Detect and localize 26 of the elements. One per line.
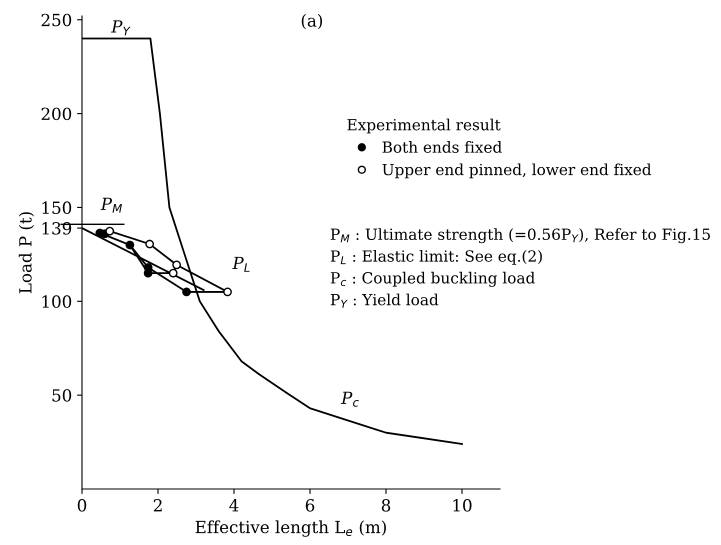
annotation: P$_{c}$ : Coupled buckling load bbox=[330, 272, 535, 287]
y-tick-label: 250 bbox=[42, 14, 72, 26]
annotation: P$_{L}$ : Elastic limit: See eq.(2) bbox=[330, 250, 542, 265]
x-tick-label: 8 bbox=[382, 499, 390, 512]
annotation: P$_{M}$ bbox=[100, 198, 122, 213]
annotation: P$_{Y}$ : Yield load bbox=[330, 294, 438, 308]
annotation: P$_{c}$ bbox=[340, 392, 359, 407]
y-tick-label: 139 bbox=[42, 222, 72, 235]
x-tick-label: 4 bbox=[229, 499, 238, 512]
y-tick-label: 200 bbox=[42, 108, 72, 120]
y-axis-title: Load P (t) bbox=[18, 212, 34, 294]
legend-label: Both ends fixed bbox=[382, 141, 502, 153]
annotation: P$_{L}$ bbox=[232, 256, 250, 272]
x-tick-label: 2 bbox=[154, 499, 162, 512]
annotation: P$_{Y}$ bbox=[111, 20, 131, 36]
x-tick-label: 10 bbox=[453, 499, 472, 512]
annotation: P$_{M}$ : Ultimate strength (=0.56P$_{Y}$), Refer to Fig.15 bbox=[330, 228, 710, 244]
y-tick-label: 150 bbox=[42, 201, 72, 214]
y-tick-label: 100 bbox=[42, 295, 72, 308]
legend-title: Experimental result bbox=[347, 118, 501, 134]
y-tick-label: 50 bbox=[52, 389, 72, 402]
x-tick-label: 0 bbox=[78, 499, 86, 512]
chart-title: (a) bbox=[302, 14, 322, 30]
legend-label: Upper end pinned, lower end fixed bbox=[382, 163, 652, 178]
x-axis-title: Effective length L$_{e}$ (m) bbox=[196, 520, 386, 537]
x-tick-label: 6 bbox=[306, 499, 314, 512]
